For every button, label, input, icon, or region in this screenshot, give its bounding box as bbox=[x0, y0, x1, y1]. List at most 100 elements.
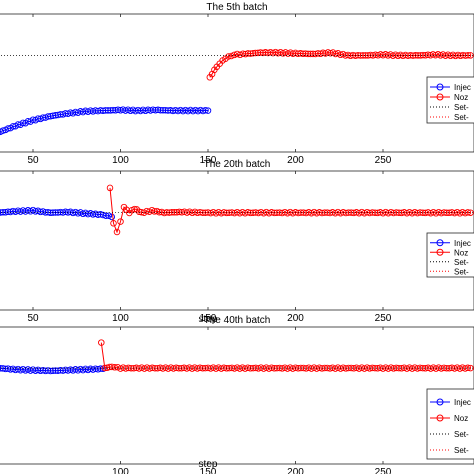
data-point bbox=[39, 366, 47, 374]
x-tick-label: 200 bbox=[287, 155, 304, 166]
x-axis-label: step bbox=[199, 459, 218, 470]
data-point bbox=[62, 110, 69, 117]
legend-label: Set- bbox=[454, 258, 469, 267]
data-point bbox=[62, 208, 69, 216]
data-point bbox=[159, 106, 167, 114]
data-point bbox=[424, 51, 432, 58]
legend-box bbox=[426, 388, 474, 460]
legend-label: Injec bbox=[454, 398, 471, 407]
data-point bbox=[304, 50, 312, 58]
data-point bbox=[419, 51, 427, 59]
plot-area bbox=[0, 13, 474, 153]
data-point bbox=[307, 50, 314, 58]
data-point bbox=[0, 210, 2, 216]
x-tick-label: 200 bbox=[287, 313, 304, 324]
data-point bbox=[176, 208, 183, 216]
data-point bbox=[297, 50, 304, 57]
data-point bbox=[72, 108, 79, 116]
data-point bbox=[101, 364, 109, 372]
legend-label: Noz bbox=[454, 248, 468, 257]
data-point bbox=[161, 209, 168, 217]
data-point bbox=[114, 106, 122, 113]
data-point bbox=[309, 50, 317, 58]
data-point bbox=[202, 106, 209, 114]
data-point bbox=[173, 209, 181, 216]
legend-label: Set- bbox=[454, 446, 469, 455]
legend-box bbox=[426, 76, 474, 124]
data-point bbox=[332, 50, 339, 58]
data-point bbox=[362, 52, 369, 59]
data-point bbox=[117, 107, 124, 114]
data-point bbox=[94, 211, 102, 218]
legend-swatch-marker bbox=[436, 83, 444, 91]
data-point bbox=[152, 106, 159, 114]
data-point bbox=[110, 220, 117, 227]
data-point bbox=[0, 365, 4, 372]
panel-3: The 40th batch 100 150 200 250 step Injec Noz Se… bbox=[0, 315, 474, 474]
data-point bbox=[47, 367, 54, 375]
data-point bbox=[417, 52, 424, 59]
data-point bbox=[342, 52, 349, 59]
data-point bbox=[359, 52, 367, 59]
data-point bbox=[157, 106, 164, 114]
x-tick-label: 150 bbox=[200, 467, 217, 474]
data-point bbox=[54, 111, 62, 119]
data-point bbox=[149, 106, 157, 113]
x-tick-label: 150 bbox=[200, 155, 217, 166]
data-point bbox=[407, 51, 414, 59]
data-point bbox=[242, 50, 249, 58]
data-point bbox=[49, 112, 57, 119]
data-point bbox=[67, 109, 74, 116]
data-point bbox=[464, 51, 472, 59]
data-point bbox=[169, 107, 177, 115]
data-point bbox=[225, 53, 232, 60]
data-point bbox=[117, 218, 124, 225]
legend-label: Set- bbox=[454, 103, 469, 112]
data-point bbox=[108, 213, 116, 221]
data-point bbox=[467, 209, 474, 216]
data-point bbox=[89, 211, 97, 218]
data-point bbox=[372, 51, 379, 58]
panel-title: The 40th batch bbox=[204, 315, 271, 326]
data-point bbox=[156, 208, 163, 216]
data-point bbox=[162, 106, 169, 114]
plot-area bbox=[0, 326, 474, 465]
data-point bbox=[92, 107, 99, 114]
data-point bbox=[37, 208, 44, 216]
data-point bbox=[247, 50, 254, 57]
data-point bbox=[164, 107, 172, 114]
legend-swatch-marker bbox=[436, 248, 444, 256]
x-tick-label: 50 bbox=[27, 155, 39, 166]
data-point bbox=[314, 50, 322, 57]
data-point bbox=[337, 51, 344, 59]
data-point bbox=[294, 50, 302, 58]
data-point bbox=[302, 50, 309, 57]
data-point bbox=[171, 209, 178, 216]
data-point bbox=[99, 107, 107, 115]
data-point bbox=[57, 208, 64, 216]
data-point bbox=[457, 52, 464, 60]
legend-label: Noz bbox=[454, 414, 468, 423]
data-point bbox=[151, 208, 158, 215]
data-point bbox=[299, 50, 307, 58]
legend-label: Injec bbox=[454, 239, 471, 248]
data-point bbox=[57, 111, 64, 118]
data-point bbox=[167, 107, 174, 114]
data-point bbox=[0, 208, 7, 216]
data-point bbox=[59, 367, 67, 374]
data-point bbox=[462, 52, 469, 59]
data-point bbox=[0, 209, 4, 216]
data-point bbox=[252, 49, 259, 57]
data-point bbox=[467, 364, 474, 372]
data-point bbox=[112, 107, 119, 114]
data-point bbox=[131, 205, 138, 213]
series-1 bbox=[0, 106, 212, 136]
data-point bbox=[94, 107, 102, 115]
data-point bbox=[254, 49, 262, 57]
data-point bbox=[59, 209, 67, 216]
data-point bbox=[402, 51, 409, 59]
panel-2: The 20th batch 50 100 150 200 250 step InjecNoz… bbox=[0, 159, 474, 325]
